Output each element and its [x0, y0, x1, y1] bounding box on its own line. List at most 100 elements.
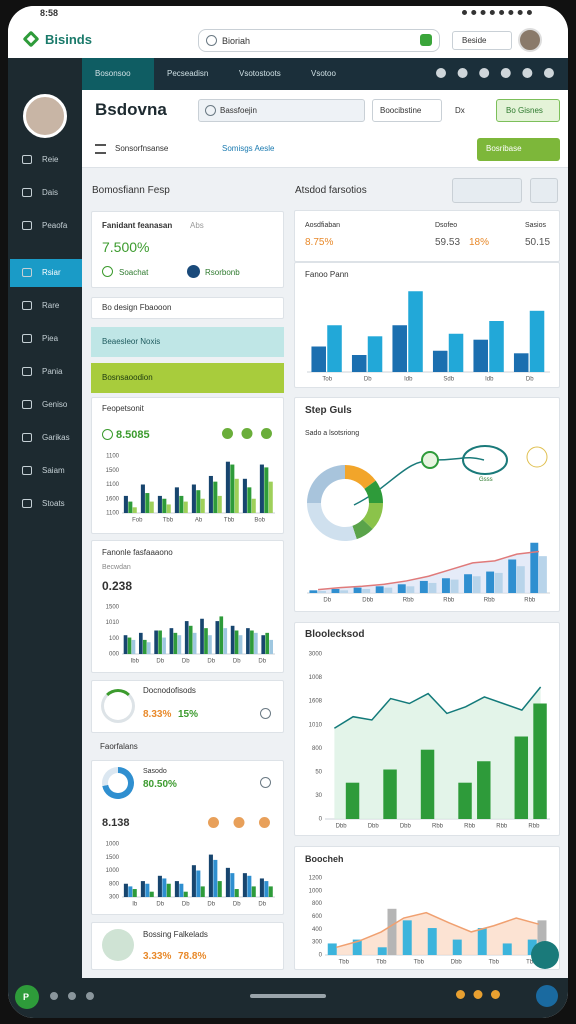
bar — [230, 873, 235, 897]
flow-node — [462, 445, 508, 475]
nav-label[interactable]: Garikas — [42, 433, 70, 442]
donut — [307, 465, 383, 541]
nav-icon — [22, 221, 32, 230]
search-box[interactable] — [452, 178, 522, 203]
nav-button[interactable] — [536, 985, 558, 1007]
gauge — [101, 689, 135, 723]
x-tick-label: Rbb — [443, 598, 455, 604]
bar — [242, 478, 247, 513]
label: Faorfalans — [100, 742, 138, 751]
home-button[interactable] — [15, 985, 39, 1009]
bar — [428, 582, 437, 593]
label[interactable]: Soachat — [119, 268, 149, 277]
label: 15% — [178, 709, 199, 720]
y-tick-label: 30 — [315, 793, 322, 799]
nav-label[interactable]: Dais — [42, 188, 59, 197]
accordion[interactable] — [91, 327, 284, 357]
area — [336, 912, 539, 955]
bar — [419, 580, 428, 593]
nav-label[interactable]: Rsiar — [42, 268, 61, 277]
bar — [208, 475, 213, 513]
bar — [230, 464, 235, 513]
button[interactable] — [477, 138, 560, 161]
label: Docnodofisods — [143, 686, 196, 695]
x-tick-label: Ab — [195, 518, 203, 524]
bar — [174, 487, 179, 513]
label: Feopetsonit — [102, 404, 144, 413]
x-tick-label: Tbb — [376, 960, 387, 966]
bar — [123, 635, 128, 654]
label: 78.8% — [178, 951, 207, 962]
label[interactable]: Rsorbonb — [205, 268, 240, 277]
bar — [529, 310, 545, 372]
label: Becwdan — [102, 564, 131, 571]
y-tick-label: 800 — [312, 746, 323, 752]
line — [333, 686, 542, 729]
x-tick-label: Tbb — [489, 960, 500, 966]
kpi-value: 50.15 — [525, 237, 551, 248]
flow-node — [421, 451, 439, 469]
x-tick-label: Db — [258, 659, 266, 665]
button[interactable] — [530, 178, 558, 203]
x-tick-label: Db — [182, 902, 190, 908]
sidebar — [8, 58, 82, 978]
x-tick-label: Rbb — [524, 598, 536, 604]
bar — [268, 886, 273, 897]
bar — [514, 736, 529, 819]
x-tick-label: Tob — [322, 377, 332, 383]
label: Bossing Falkelads — [143, 930, 208, 939]
fab[interactable] — [531, 941, 559, 969]
label: Beside — [462, 36, 487, 45]
label: Abs — [190, 221, 204, 230]
nav-label[interactable]: Piea — [42, 334, 59, 343]
y-tick-label: 1000 — [106, 868, 120, 874]
x-tick-label: Db — [323, 598, 331, 604]
x-tick-label: Db — [233, 659, 241, 665]
accordion[interactable] — [91, 363, 284, 393]
y-tick-label: 800 — [109, 881, 120, 887]
bar — [352, 939, 362, 955]
tab-icons — [436, 68, 554, 80]
bar — [384, 587, 393, 593]
nav-icons — [456, 990, 500, 1000]
bar — [472, 576, 481, 593]
x-tick-label: Rbb — [484, 598, 496, 604]
x-tick-label: Db — [207, 902, 215, 908]
menu-box[interactable] — [452, 31, 512, 50]
bar — [477, 761, 491, 819]
button[interactable] — [372, 99, 442, 122]
nav-label[interactable]: Rare — [42, 301, 60, 310]
tab-label: Bosonsoo — [95, 69, 131, 78]
search-box[interactable] — [198, 29, 440, 52]
nav-label[interactable]: Reie — [42, 155, 59, 164]
bar — [254, 632, 258, 654]
nav-label[interactable]: Peaofa — [42, 221, 68, 230]
bar — [251, 886, 256, 897]
kpi-value: 8.75% — [305, 237, 334, 248]
bar — [473, 339, 488, 372]
nav-label[interactable]: Stoats — [42, 499, 65, 508]
nav-label[interactable]: Pania — [42, 367, 63, 376]
y-tick-label: 300 — [109, 895, 120, 901]
bar — [217, 495, 222, 513]
line — [336, 911, 539, 949]
label: Boocheh — [305, 854, 344, 864]
bar — [208, 854, 213, 897]
x-tick-label: Tbb — [224, 518, 235, 524]
action-button[interactable] — [496, 99, 560, 122]
bar — [174, 881, 179, 897]
donut-segment — [362, 503, 383, 530]
tab[interactable] — [82, 58, 154, 90]
search-box[interactable] — [198, 99, 365, 122]
bar — [489, 321, 504, 372]
label: Bo Gisnes — [506, 106, 543, 115]
x-tick-label: Db — [364, 377, 372, 383]
x-tick-label: Dbb — [451, 960, 463, 966]
bar — [530, 542, 539, 593]
y-tick-label: 1100 — [106, 454, 120, 460]
bar — [196, 490, 201, 513]
bar — [427, 928, 437, 955]
bar — [264, 881, 269, 897]
nav-label[interactable]: Saiam — [42, 466, 65, 475]
nav-label[interactable]: Geniso — [42, 400, 68, 409]
